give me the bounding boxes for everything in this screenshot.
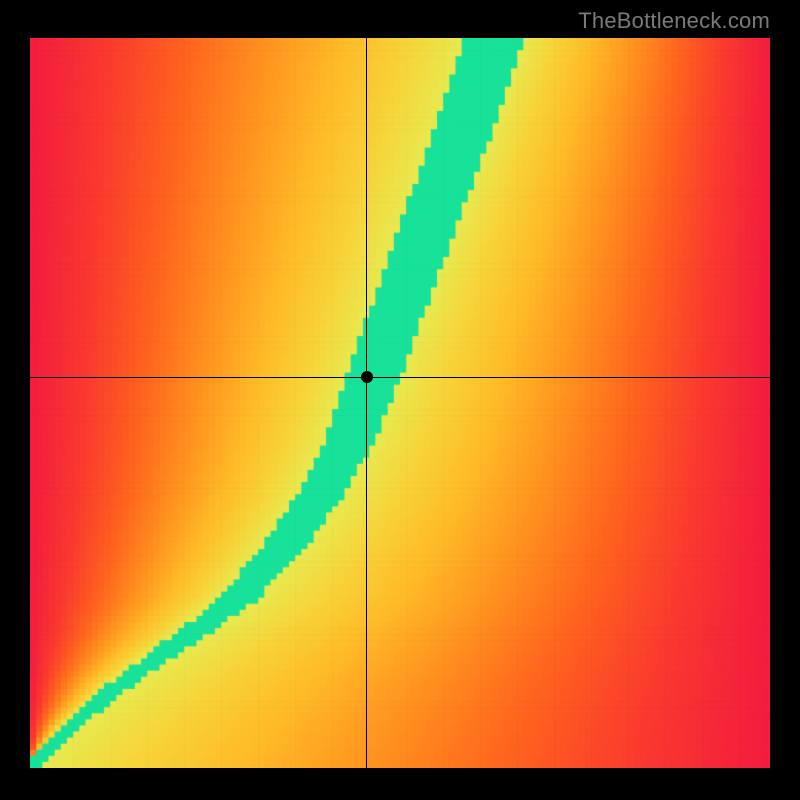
crosshair-vertical <box>366 38 367 768</box>
chart-container: TheBottleneck.com <box>0 0 800 800</box>
attribution-text: TheBottleneck.com <box>578 8 770 34</box>
crosshair-horizontal <box>30 377 770 378</box>
heatmap-plot <box>30 38 770 768</box>
heatmap-canvas <box>30 38 770 768</box>
crosshair-marker <box>361 371 373 383</box>
